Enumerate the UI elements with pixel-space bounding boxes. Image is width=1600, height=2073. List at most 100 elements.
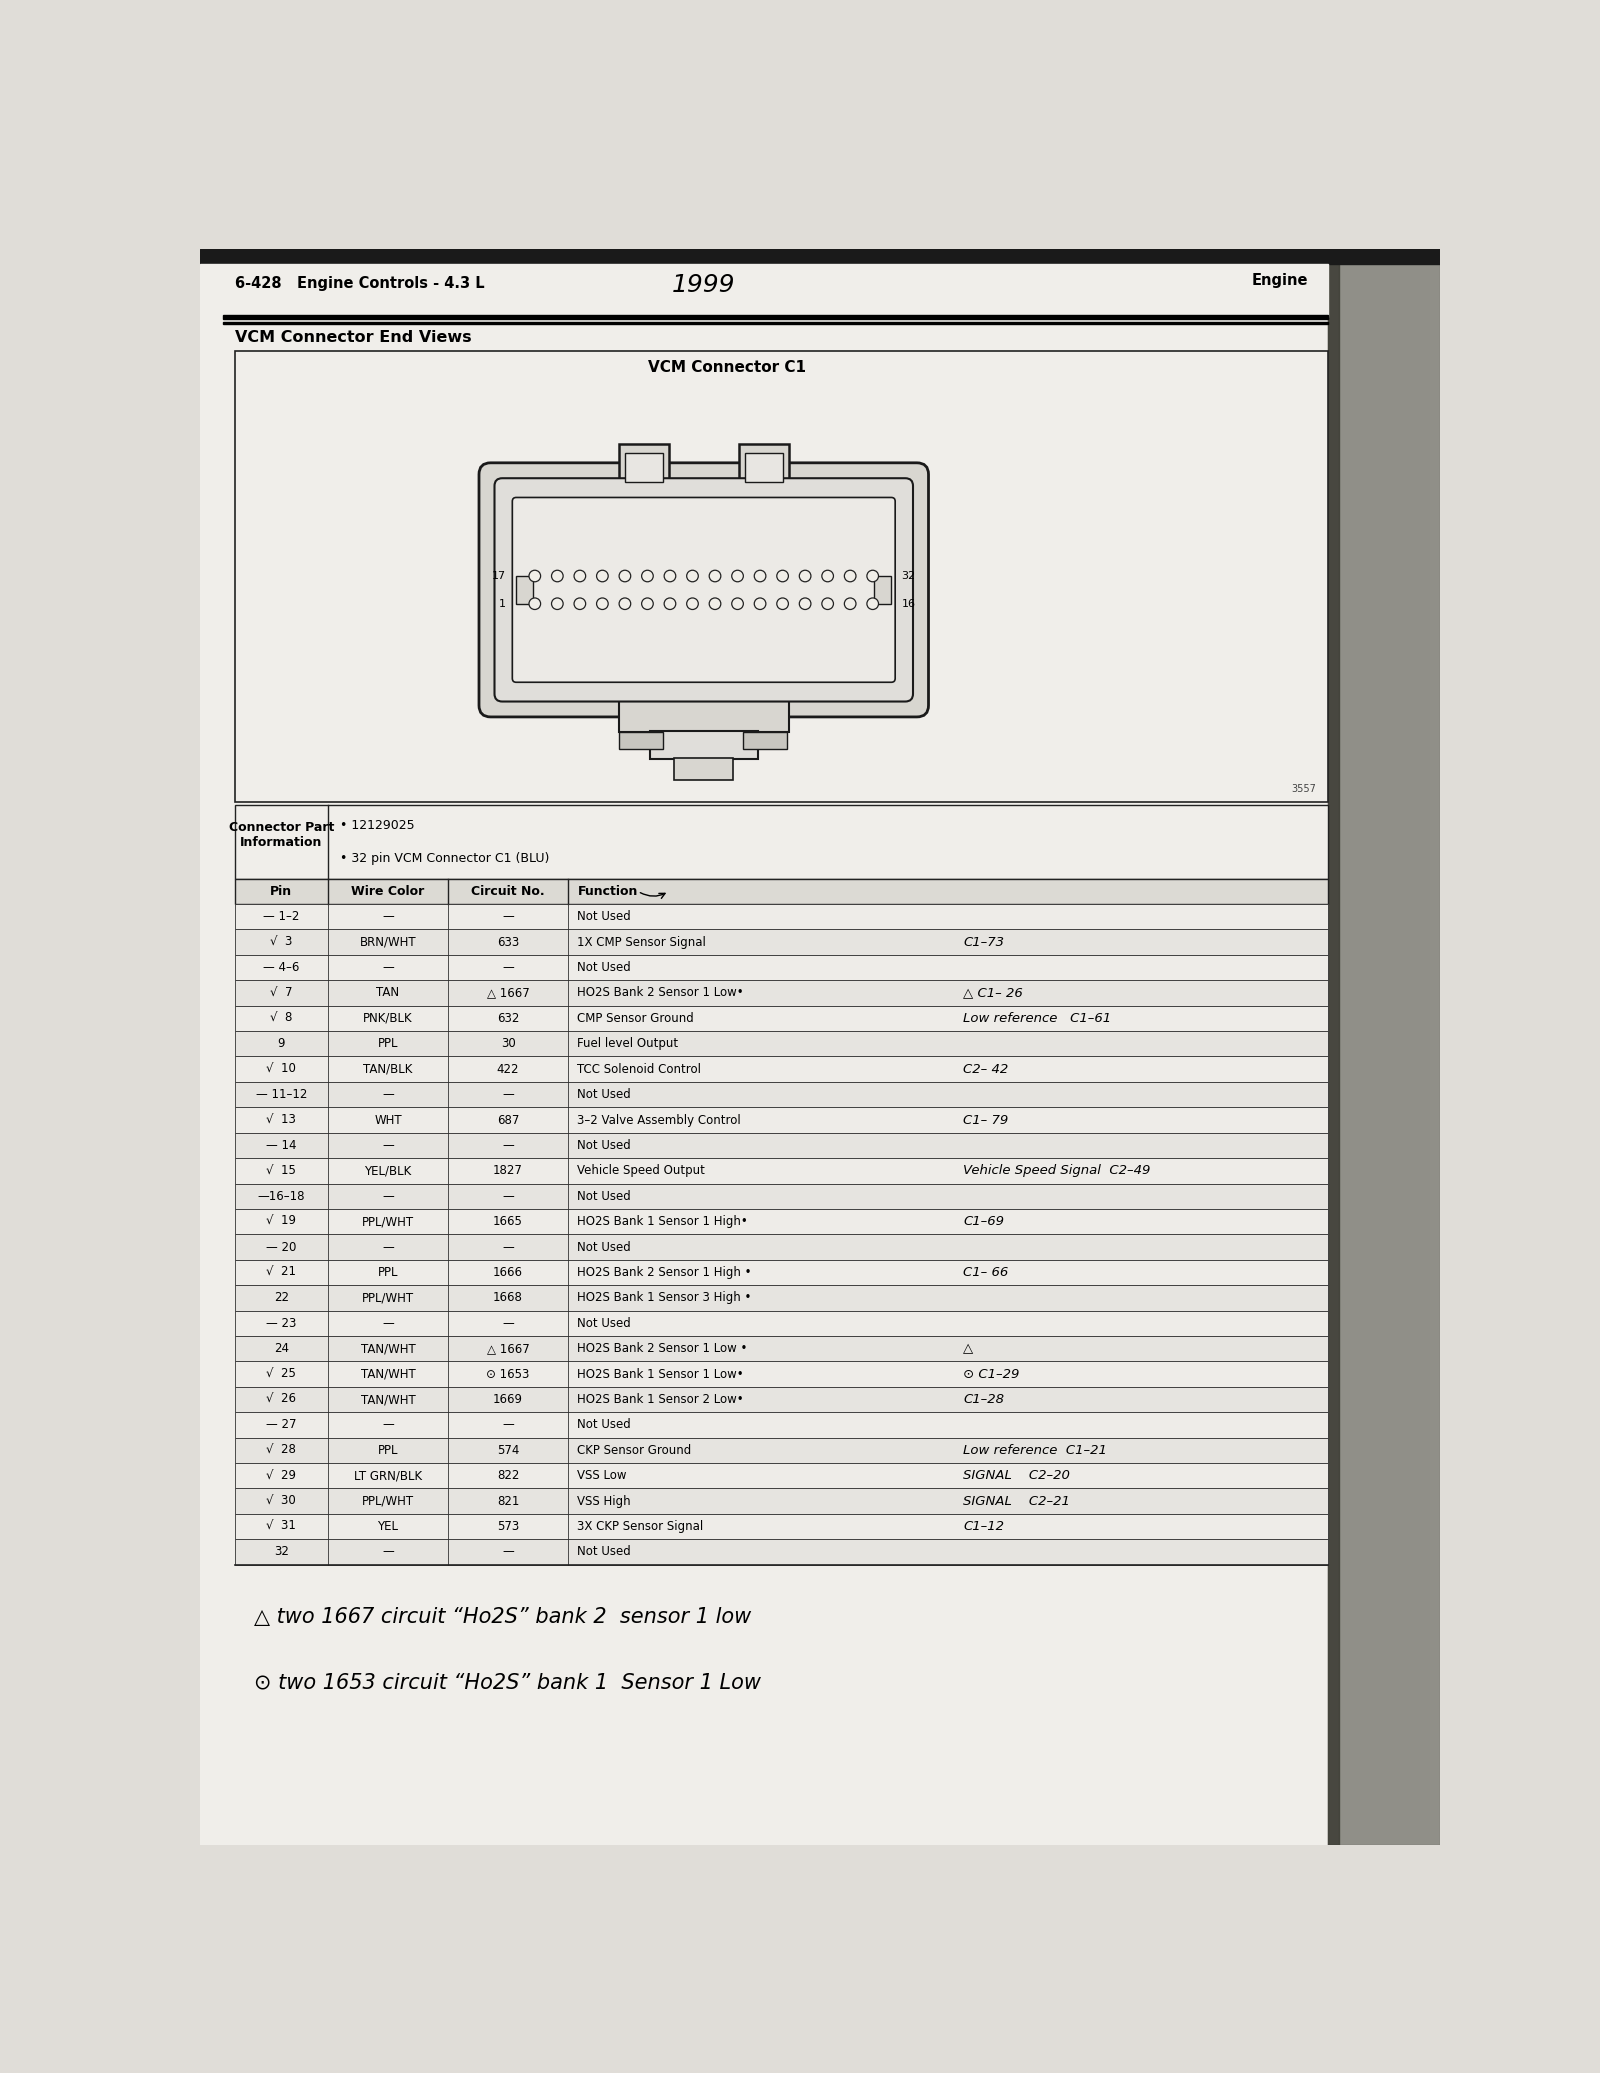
Bar: [874, 576, 891, 603]
Text: CKP Sensor Ground: CKP Sensor Ground: [578, 1445, 691, 1457]
Bar: [235, 1057, 1328, 1082]
Bar: [235, 904, 1328, 929]
Text: HO2S Bank 2 Sensor 1 High •: HO2S Bank 2 Sensor 1 High •: [578, 1267, 752, 1279]
Text: —: —: [502, 1190, 514, 1202]
Text: C1–73: C1–73: [963, 935, 1005, 949]
Text: △ C1– 26: △ C1– 26: [963, 987, 1022, 999]
Text: Connector Part
Information: Connector Part Information: [229, 821, 334, 848]
Bar: [200, 249, 1440, 263]
Text: 6-428   Engine Controls - 4.3 L: 6-428 Engine Controls - 4.3 L: [235, 276, 485, 290]
Bar: [235, 1005, 1328, 1030]
Text: Engine: Engine: [1251, 274, 1309, 288]
Bar: [235, 1184, 1328, 1209]
Text: 24: 24: [274, 1341, 290, 1356]
FancyBboxPatch shape: [494, 479, 914, 701]
Bar: [517, 576, 533, 603]
Circle shape: [754, 597, 766, 609]
Bar: [235, 1159, 1328, 1184]
Bar: [235, 1412, 1328, 1439]
Text: —: —: [382, 1138, 394, 1153]
Text: HO2S Bank 1 Sensor 2 Low•: HO2S Bank 1 Sensor 2 Low•: [578, 1393, 744, 1405]
Circle shape: [776, 570, 789, 583]
Text: Vehicle Speed Output: Vehicle Speed Output: [578, 1165, 706, 1177]
Bar: [200, 263, 1328, 317]
Text: —: —: [382, 1190, 394, 1202]
Text: 1666: 1666: [493, 1267, 523, 1279]
Circle shape: [867, 570, 878, 583]
Text: √  13: √ 13: [267, 1113, 296, 1126]
Bar: [235, 806, 1328, 879]
Bar: [235, 1082, 1328, 1107]
Text: Not Used: Not Used: [578, 1418, 630, 1432]
Circle shape: [597, 597, 608, 609]
Text: • 12129025: • 12129025: [339, 819, 414, 833]
Text: —: —: [382, 1546, 394, 1559]
Text: √  15: √ 15: [267, 1165, 296, 1177]
Text: VCM Connector End Views: VCM Connector End Views: [235, 330, 472, 344]
Circle shape: [642, 570, 653, 583]
Bar: [619, 732, 664, 748]
Text: —: —: [382, 910, 394, 922]
Text: PPL/WHT: PPL/WHT: [362, 1495, 414, 1507]
Text: 16: 16: [901, 599, 915, 609]
Text: △ 1667: △ 1667: [486, 987, 530, 999]
Text: Circuit No.: Circuit No.: [472, 885, 546, 898]
Bar: [235, 1285, 1328, 1310]
Bar: [235, 1030, 1328, 1057]
Text: 632: 632: [498, 1012, 520, 1024]
Text: √  29: √ 29: [266, 1470, 296, 1482]
Text: Not Used: Not Used: [578, 1138, 630, 1153]
Text: VSS Low: VSS Low: [578, 1470, 627, 1482]
Text: —16–18: —16–18: [258, 1190, 306, 1202]
Text: 1669: 1669: [493, 1393, 523, 1405]
Text: Fuel level Output: Fuel level Output: [578, 1036, 678, 1051]
Text: 573: 573: [498, 1520, 518, 1534]
Text: △ two 1667 circuit “Ho2S” bank 2  sensor 1 low: △ two 1667 circuit “Ho2S” bank 2 sensor …: [254, 1607, 752, 1627]
Text: 687: 687: [498, 1113, 520, 1126]
Text: 9: 9: [278, 1036, 285, 1051]
Text: —: —: [502, 1240, 514, 1254]
Text: —: —: [502, 962, 514, 974]
Bar: [235, 1362, 1328, 1387]
Circle shape: [574, 597, 586, 609]
Circle shape: [845, 570, 856, 583]
FancyBboxPatch shape: [512, 498, 894, 682]
Text: PNK/BLK: PNK/BLK: [363, 1012, 413, 1024]
Text: —: —: [502, 1138, 514, 1153]
Text: YEL: YEL: [378, 1520, 398, 1534]
Text: C1– 79: C1– 79: [963, 1113, 1008, 1126]
Text: △ 1667: △ 1667: [486, 1341, 530, 1356]
Circle shape: [686, 570, 698, 583]
Text: 32: 32: [274, 1546, 290, 1559]
Text: PPL: PPL: [378, 1267, 398, 1279]
Text: PPL/WHT: PPL/WHT: [362, 1215, 414, 1227]
Bar: [235, 1540, 1328, 1565]
Bar: [235, 1233, 1328, 1260]
Text: 1665: 1665: [493, 1215, 523, 1227]
Bar: [1328, 249, 1440, 1845]
Bar: [739, 444, 789, 483]
Text: 30: 30: [501, 1036, 515, 1051]
Bar: [235, 929, 1328, 956]
Text: √  10: √ 10: [267, 1063, 296, 1076]
Text: 3–2 Valve Assembly Control: 3–2 Valve Assembly Control: [578, 1113, 741, 1126]
Circle shape: [731, 570, 744, 583]
Text: 422: 422: [498, 1063, 520, 1076]
Text: ⊙ C1–29: ⊙ C1–29: [963, 1368, 1019, 1381]
Text: HO2S Bank 1 Sensor 1 Low•: HO2S Bank 1 Sensor 1 Low•: [578, 1368, 744, 1381]
Text: HO2S Bank 2 Sensor 1 Low •: HO2S Bank 2 Sensor 1 Low •: [578, 1341, 747, 1356]
Circle shape: [822, 597, 834, 609]
Bar: [235, 350, 1328, 802]
Text: C1–28: C1–28: [963, 1393, 1005, 1405]
Circle shape: [754, 570, 766, 583]
Bar: [619, 444, 669, 483]
Text: 821: 821: [498, 1495, 520, 1507]
Circle shape: [686, 597, 698, 609]
Bar: [235, 1439, 1328, 1464]
Text: Not Used: Not Used: [578, 1190, 630, 1202]
Text: C1–12: C1–12: [963, 1520, 1005, 1534]
Text: Low reference  C1–21: Low reference C1–21: [963, 1445, 1107, 1457]
Bar: [235, 879, 1328, 904]
Text: VCM Connector C1: VCM Connector C1: [648, 361, 806, 375]
Circle shape: [709, 597, 722, 609]
